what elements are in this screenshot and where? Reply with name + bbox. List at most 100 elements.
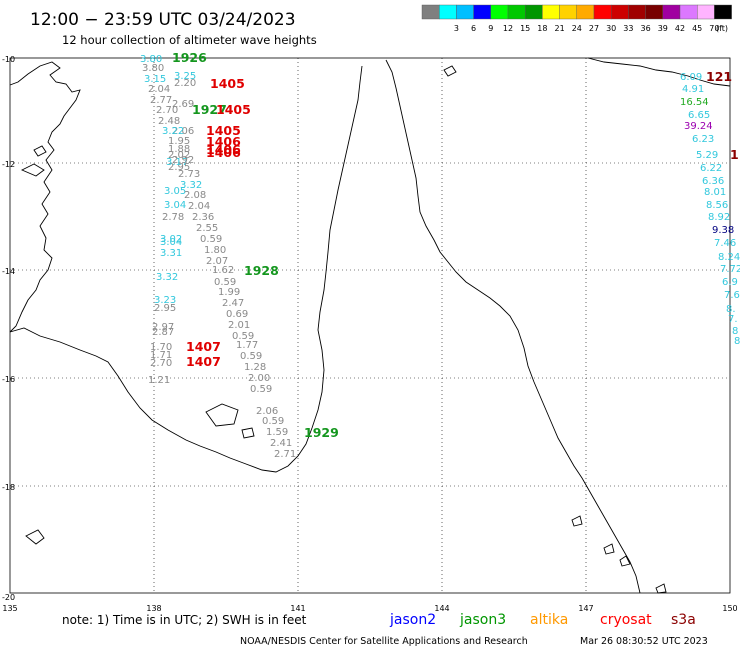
reef-island-2	[603, 543, 615, 555]
wave-height-label: 0.59	[262, 416, 284, 427]
wave-height-label: 2.00	[248, 373, 270, 384]
wave-height-label: 1.99	[218, 287, 240, 298]
wave-height-label: 2.08	[184, 190, 206, 201]
coastline	[9, 57, 731, 594]
legend-swatch	[473, 4, 492, 20]
pass-time-label: 1406	[206, 134, 241, 149]
pass-time-label: 121	[706, 69, 732, 84]
legend-tick-label: 12	[503, 24, 513, 33]
legend-swatch	[645, 4, 663, 20]
wave-height-label: 8.24	[718, 252, 740, 263]
footer-note: note: 1) Time is in UTC; 2) SWH is in fe…	[62, 613, 307, 627]
pass-time-label: 1927	[192, 102, 227, 117]
legend-swatch	[628, 4, 646, 20]
wave-height-label: 2.55	[196, 223, 218, 234]
legend-tick-label: 36	[641, 24, 651, 33]
footer-timestamp: Mar 26 08:30:52 UTC 2023	[580, 636, 708, 647]
longitude-label: 138	[146, 604, 161, 613]
lat-lon-grid	[10, 58, 730, 593]
wave-height-label: 2.70	[156, 105, 178, 116]
legend-swatch	[525, 4, 543, 20]
latitude-label: -10	[2, 55, 15, 64]
wave-height-label: 0.59	[200, 234, 222, 245]
legend-tick-label: 39	[658, 24, 668, 33]
pass-time-label: 1406	[206, 142, 241, 157]
wave-height-label: 7.72	[720, 264, 740, 275]
axis-labels: -10 -12 -14 -16 -18 -20 135 138 141 144 147 150	[2, 55, 738, 613]
latitude-label: -20	[2, 593, 15, 602]
wave-height-label: 1.59	[266, 427, 288, 438]
wave-height-label: 3.17	[166, 157, 188, 168]
wave-height-label: 3.80	[142, 63, 164, 74]
wave-height-label: 3.04	[164, 200, 186, 211]
reef-island-5	[25, 529, 45, 545]
satellite-cryosat-label: cryosat	[600, 612, 652, 628]
wave-height-label: 2.78	[162, 212, 184, 223]
wave-height-label: 6.09	[680, 72, 702, 83]
wave-height-label: 4.91	[682, 84, 704, 95]
map-title: 12:00 − 23:59 UTC 03/24/2023	[30, 10, 296, 30]
legend-tick-label: 6	[471, 24, 476, 33]
wave-height-label: 2.04	[148, 84, 170, 95]
legend-swatch	[507, 4, 526, 20]
wave-height-label: 6.9	[722, 277, 738, 288]
wave-height-label: 3.15	[144, 74, 166, 85]
sweers-island	[241, 427, 255, 439]
wave-height-label: 2.69	[172, 99, 194, 110]
wave-height-label: 2.41	[270, 438, 292, 449]
gulf-west-coast	[9, 65, 363, 473]
wave-height-label: 7.	[728, 314, 738, 325]
wave-height-label: 9.38	[712, 225, 734, 236]
legend-tick-label: 33	[623, 24, 633, 33]
wave-height-label: 39.24	[684, 121, 713, 132]
wave-height-label: 1.62	[212, 265, 234, 276]
torres-islands	[443, 65, 457, 77]
satellite-jason2-label: jason2	[389, 612, 436, 628]
longitude-label: 135	[2, 604, 17, 613]
pass-time-label: 1406	[206, 145, 241, 160]
mornington-island	[205, 403, 239, 427]
wave-height-label: 1.71	[150, 350, 172, 361]
wave-height-label: 1.21	[148, 375, 170, 386]
arnhem-land-coast	[9, 61, 81, 333]
pass-time-label: 1	[730, 147, 739, 162]
wave-height-label: 6.22	[700, 163, 722, 174]
wave-height-label: 3.22	[162, 126, 184, 137]
wave-height-observations: 3.803.803.152.042.77 2.692.702.483.252.20…	[140, 54, 740, 460]
arnhem-inlet	[20, 163, 45, 177]
legend-swatch	[714, 4, 732, 20]
satellite-legend: jason2 jason3 altika cryosat s3a	[389, 612, 696, 628]
legend-swatch	[490, 4, 509, 20]
latitude-label: -12	[2, 160, 15, 169]
longitude-label: 141	[290, 604, 305, 613]
cape-york-coast	[385, 59, 641, 594]
legend-tick-label: 21	[555, 24, 565, 33]
legend-swatch	[593, 4, 612, 20]
wave-height-label: 8.01	[704, 187, 726, 198]
wave-height-label: 0.59	[214, 277, 236, 288]
latitude-label: -14	[2, 267, 15, 276]
wave-height-label: 2.06	[256, 406, 278, 417]
wave-height-label: 3.32	[156, 272, 178, 283]
legend-tick-label: 3	[454, 24, 459, 33]
wave-height-label: 3.80	[140, 54, 162, 65]
wave-height-label: 1.88	[168, 144, 190, 155]
legend-tick-label: 70	[709, 24, 719, 33]
legend-swatch	[456, 4, 474, 20]
pass-time-labels: 1926140519271405140514061406140619281407…	[172, 50, 739, 440]
wave-height-label: 6.36	[702, 176, 724, 187]
wave-height-label: 3.31	[160, 248, 182, 259]
legend-unit: (ft)	[716, 24, 728, 33]
wave-height-label: 2.92	[172, 155, 194, 166]
wave-height-label: 2.47	[222, 298, 244, 309]
legend-tick-label: 15	[520, 24, 530, 33]
legend-swatch	[559, 4, 577, 20]
wave-height-label: 3.25	[174, 71, 196, 82]
arnhem-island	[33, 145, 47, 157]
legend-swatch	[662, 4, 681, 20]
wave-height-label: 2.97	[152, 322, 174, 333]
legend-tick-label: 45	[692, 24, 702, 33]
wave-height-label: 2.71	[274, 449, 296, 460]
longitude-label: 150	[722, 604, 737, 613]
